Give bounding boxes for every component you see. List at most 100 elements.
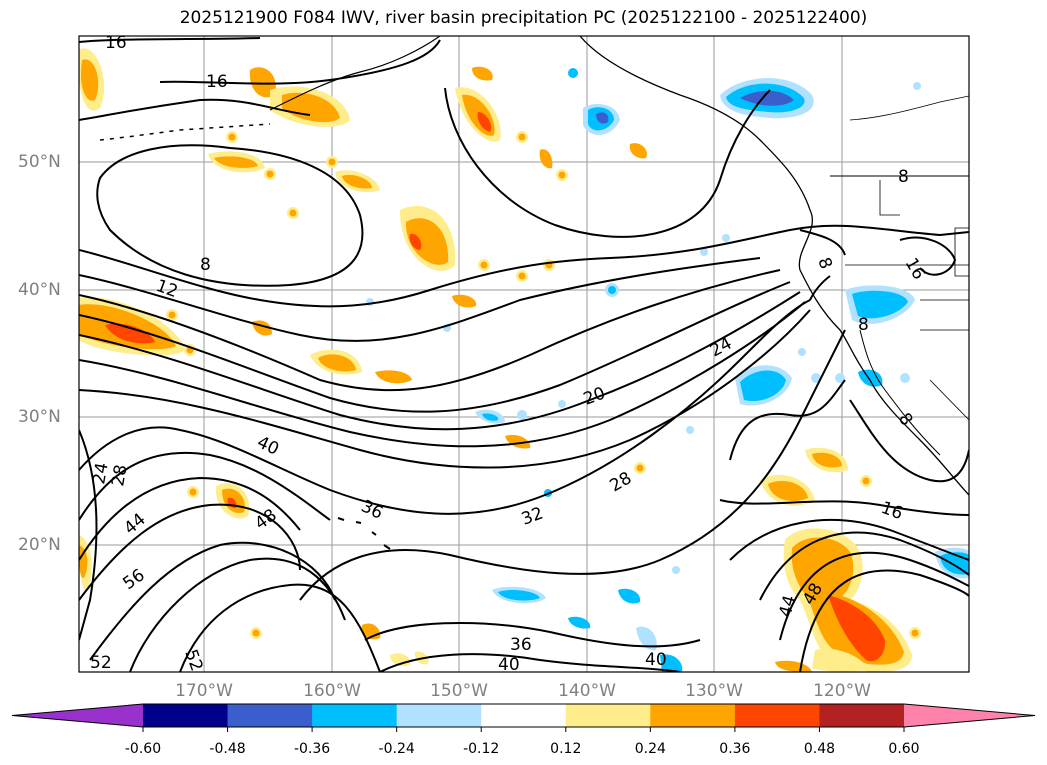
precip-patch — [482, 413, 499, 421]
colorbar — [11, 703, 1036, 732]
contour-label: 16 — [206, 72, 228, 92]
colorbar-tick-label: 0.24 — [634, 741, 666, 757]
precip-dot — [798, 348, 806, 356]
precip-dot — [568, 68, 578, 78]
contour-label: 24 — [89, 461, 112, 486]
precip-patch — [498, 590, 540, 601]
precip-patch — [472, 66, 493, 81]
contour-label: 8 — [858, 315, 869, 335]
contour-label: 32 — [519, 504, 546, 530]
contour-label: 52 — [180, 647, 206, 674]
colorbar-tick-label: -0.24 — [378, 741, 415, 757]
lon-label-120w: 120°W — [813, 681, 871, 701]
contour-label: 36 — [510, 635, 532, 655]
contour-label: 8 — [894, 409, 917, 429]
precip-patch — [660, 654, 683, 672]
precip-patch — [775, 660, 812, 672]
colorbar-tick-label: 0.60 — [888, 741, 920, 757]
precip-patch — [812, 648, 870, 672]
precip-patch — [452, 294, 477, 308]
contour-label: 52 — [90, 653, 112, 673]
precip-patch — [249, 67, 276, 98]
colorbar-tick-label: 0.48 — [803, 741, 836, 757]
lat-label-40n: 40°N — [18, 280, 61, 300]
precip-dot — [811, 373, 821, 383]
precip-patch — [852, 290, 908, 319]
contour-label: 20 — [581, 384, 608, 410]
iwv-contours — [79, 37, 969, 672]
contour-label: 8 — [898, 167, 909, 187]
colorbar-swatch — [396, 704, 482, 727]
colorbar-swatch — [819, 704, 905, 727]
precip-patch — [596, 112, 609, 124]
lat-label-30n: 30°N — [18, 407, 61, 427]
precip-patch — [81, 59, 99, 101]
precip-patch — [405, 218, 449, 265]
colorbar-swatch — [481, 704, 567, 727]
precip-patch — [477, 112, 492, 132]
precip-patch — [618, 588, 641, 604]
colorbar-swatch — [565, 704, 651, 727]
precip-dot — [913, 82, 921, 90]
colorbar-extension-low — [12, 704, 143, 727]
precip-patch — [105, 323, 155, 344]
contour-label: 40 — [498, 655, 520, 675]
precip-dot — [686, 426, 694, 434]
precip-patch — [858, 369, 883, 387]
precip-dot — [558, 400, 566, 408]
precip-dot — [672, 566, 680, 574]
contour-label: 44 — [120, 510, 149, 539]
precip-dot — [900, 373, 910, 383]
contour-label: 28 — [607, 468, 636, 496]
precip-patch — [812, 452, 842, 468]
colorbar-tick-label: -0.60 — [124, 741, 162, 757]
precip-patch — [409, 233, 422, 250]
contour-label: 16 — [878, 498, 905, 524]
precip-dot — [835, 373, 845, 383]
contour-label: 56 — [119, 565, 148, 594]
colorbar-swatch — [312, 704, 398, 727]
lon-label-170w: 170°W — [175, 681, 233, 701]
lat-label-20n: 20°N — [18, 535, 61, 555]
precip-patch — [539, 149, 553, 169]
precip-patch — [568, 616, 591, 629]
colorbar-swatch — [143, 704, 229, 727]
lon-label-150w: 150°W — [430, 681, 488, 701]
precip-patch — [636, 626, 657, 651]
colorbar-tick-label: -0.12 — [463, 741, 500, 757]
colorbar-tick-label: -0.48 — [209, 741, 246, 757]
colorbar-tick-label: 0.36 — [719, 741, 751, 757]
contour-label: 24 — [707, 334, 735, 362]
colorbar-swatch — [650, 704, 736, 727]
contour-label: 28 — [108, 463, 131, 488]
lon-label-160w: 160°W — [303, 681, 361, 701]
lon-label-140w: 140°W — [558, 681, 616, 701]
negative-anomaly-patches — [366, 68, 969, 672]
precip-patch — [629, 143, 647, 159]
precip-patch — [505, 434, 531, 449]
contour-label: 16 — [105, 33, 127, 53]
colorbar-tick-label: -0.36 — [293, 741, 331, 757]
contour-label: 16 — [901, 255, 929, 284]
coastlines — [99, 36, 969, 550]
colorbar-tick-label: 0.12 — [550, 741, 582, 757]
colorbar-extension-high — [904, 704, 1035, 727]
precip-patch — [828, 595, 886, 662]
precip-patch — [79, 545, 88, 578]
precip-patch — [318, 354, 356, 372]
contour-label: 48 — [251, 505, 280, 534]
contour-label: 8 — [813, 255, 835, 272]
precip-patch — [282, 92, 340, 123]
map-frame — [78, 35, 970, 673]
precip-patch — [740, 90, 794, 106]
precip-patch — [214, 156, 258, 168]
precip-dot — [700, 248, 708, 256]
colorbar-swatch — [227, 704, 313, 727]
precip-dot — [517, 410, 527, 420]
figure-title: 2025121900 F084 IWV, river basin precipi… — [179, 8, 868, 28]
contour-label: 40 — [645, 650, 667, 670]
precip-patch — [740, 370, 786, 402]
precip-dot — [722, 234, 730, 242]
lon-label-130w: 130°W — [685, 681, 743, 701]
